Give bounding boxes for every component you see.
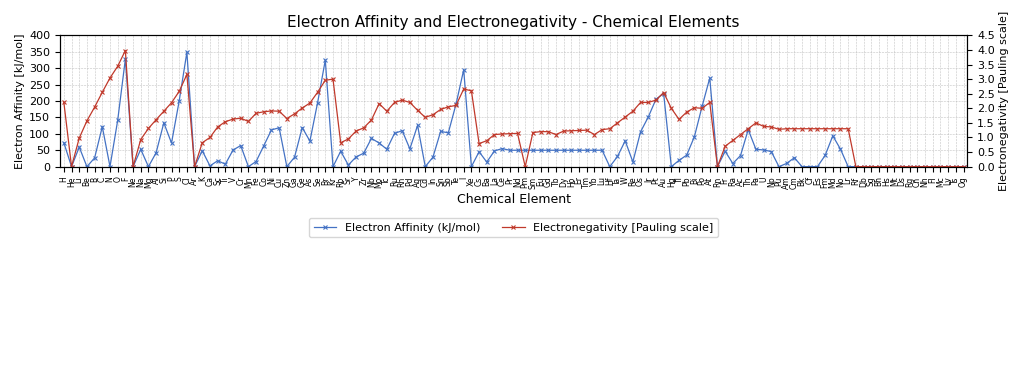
Electron Affinity (kJ/mol) bbox=[957, 164, 970, 169]
Line: Electron Affinity (kJ/mol): Electron Affinity (kJ/mol) bbox=[61, 50, 966, 169]
Electronegativity [Pauling scale] bbox=[780, 126, 793, 131]
Electron Affinity (kJ/mol) bbox=[57, 141, 70, 145]
Electronegativity [Pauling scale] bbox=[173, 89, 185, 94]
Y-axis label: Electronegativity [Pauling scale]: Electronegativity [Pauling scale] bbox=[999, 11, 1009, 191]
Electron Affinity (kJ/mol) bbox=[66, 164, 78, 169]
X-axis label: Chemical Element: Chemical Element bbox=[457, 193, 570, 206]
Electronegativity [Pauling scale] bbox=[66, 164, 78, 169]
Line: Electronegativity [Pauling scale]: Electronegativity [Pauling scale] bbox=[61, 48, 966, 169]
Electronegativity [Pauling scale] bbox=[957, 164, 970, 169]
Electronegativity [Pauling scale] bbox=[696, 106, 709, 110]
Electron Affinity (kJ/mol) bbox=[696, 104, 709, 109]
Electronegativity [Pauling scale] bbox=[57, 100, 70, 105]
Electronegativity [Pauling scale] bbox=[258, 110, 270, 114]
Electronegativity [Pauling scale] bbox=[765, 125, 777, 129]
Electron Affinity (kJ/mol) bbox=[765, 149, 777, 154]
Electronegativity [Pauling scale] bbox=[381, 109, 393, 113]
Electron Affinity (kJ/mol) bbox=[780, 161, 793, 166]
Title: Electron Affinity and Electronegativity - Chemical Elements: Electron Affinity and Electronegativity … bbox=[288, 15, 740, 30]
Electron Affinity (kJ/mol) bbox=[258, 144, 270, 148]
Electron Affinity (kJ/mol) bbox=[181, 50, 194, 54]
Electron Affinity (kJ/mol) bbox=[381, 147, 393, 151]
Legend: Electron Affinity (kJ/mol), Electronegativity [Pauling scale]: Electron Affinity (kJ/mol), Electronegat… bbox=[309, 218, 718, 237]
Electron Affinity (kJ/mol) bbox=[165, 141, 177, 145]
Y-axis label: Electron Affinity [kJ/mol]: Electron Affinity [kJ/mol] bbox=[15, 33, 25, 169]
Electronegativity [Pauling scale] bbox=[119, 48, 131, 53]
